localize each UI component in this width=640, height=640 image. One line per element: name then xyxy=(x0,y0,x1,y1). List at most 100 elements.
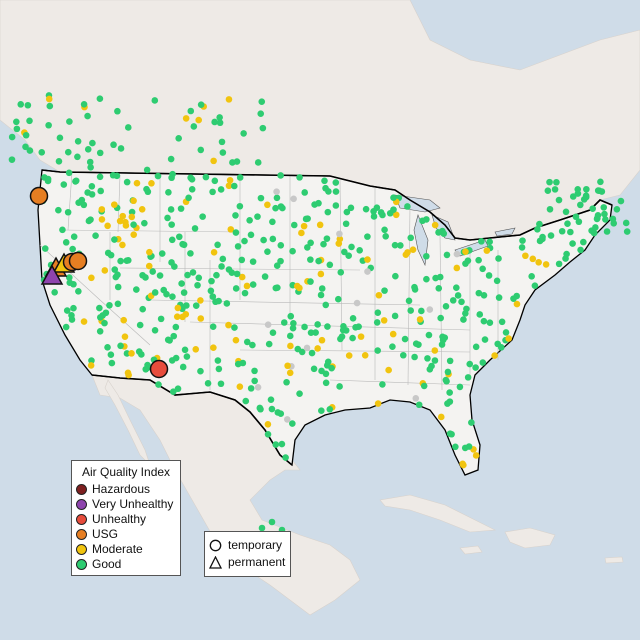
station-marker[interactable] xyxy=(265,340,273,348)
station-marker[interactable] xyxy=(374,347,381,354)
station-marker[interactable] xyxy=(481,336,489,343)
station-marker[interactable] xyxy=(389,330,397,338)
station-marker[interactable] xyxy=(301,323,308,331)
station-marker[interactable] xyxy=(172,354,180,362)
station-marker[interactable] xyxy=(531,282,539,289)
station-marker[interactable] xyxy=(236,202,244,210)
station-marker[interactable] xyxy=(453,250,461,258)
station-marker[interactable] xyxy=(577,246,584,254)
station-marker[interactable] xyxy=(216,119,224,127)
station-marker[interactable] xyxy=(195,116,202,124)
station-marker[interactable] xyxy=(377,209,385,216)
station-marker[interactable] xyxy=(307,256,314,263)
station-marker[interactable] xyxy=(332,179,340,186)
station-marker[interactable] xyxy=(101,267,109,274)
station-marker[interactable] xyxy=(404,203,411,210)
station-marker[interactable] xyxy=(458,298,465,306)
station-marker[interactable] xyxy=(8,156,16,163)
station-marker[interactable] xyxy=(349,334,356,342)
station-marker[interactable] xyxy=(294,345,302,353)
station-marker[interactable] xyxy=(191,225,199,232)
station-marker[interactable] xyxy=(475,256,482,264)
station-marker[interactable] xyxy=(208,277,215,285)
station-marker[interactable] xyxy=(475,289,483,297)
station-marker[interactable] xyxy=(135,348,143,355)
station-marker[interactable] xyxy=(151,97,159,104)
station-marker[interactable] xyxy=(412,340,420,348)
station-marker[interactable] xyxy=(117,145,125,152)
station-marker[interactable] xyxy=(308,349,316,357)
station-marker[interactable] xyxy=(472,452,480,459)
station-marker[interactable] xyxy=(283,378,290,386)
station-marker[interactable] xyxy=(597,178,604,186)
station-marker[interactable] xyxy=(574,190,582,197)
station-marker[interactable] xyxy=(269,329,277,337)
station-marker[interactable] xyxy=(66,118,73,125)
station-marker[interactable] xyxy=(277,203,285,210)
station-marker[interactable] xyxy=(38,149,46,156)
station-marker[interactable] xyxy=(62,239,70,246)
station-marker[interactable] xyxy=(443,251,451,259)
station-marker[interactable] xyxy=(209,188,216,196)
station-marker[interactable] xyxy=(185,194,192,202)
station-marker[interactable] xyxy=(195,274,203,282)
station-marker[interactable] xyxy=(437,314,444,322)
station-marker[interactable] xyxy=(423,275,430,283)
station-marker[interactable] xyxy=(446,357,454,365)
station-marker[interactable] xyxy=(233,270,241,278)
station-marker[interactable] xyxy=(114,300,122,308)
station-marker[interactable] xyxy=(426,306,434,313)
station-marker[interactable] xyxy=(111,236,118,243)
station-marker[interactable] xyxy=(144,364,151,372)
station-marker[interactable] xyxy=(431,357,439,364)
station-marker[interactable] xyxy=(478,238,485,245)
station-marker[interactable] xyxy=(389,343,396,351)
station-marker[interactable] xyxy=(590,229,598,237)
station-marker[interactable] xyxy=(381,226,388,234)
station-marker[interactable] xyxy=(622,219,630,227)
station-marker[interactable] xyxy=(197,367,204,375)
station-marker[interactable] xyxy=(411,283,418,291)
station-marker[interactable] xyxy=(407,307,414,314)
station-marker[interactable] xyxy=(454,292,462,299)
station-marker[interactable] xyxy=(298,229,305,237)
station-marker[interactable] xyxy=(259,124,267,132)
station-marker[interactable] xyxy=(374,309,382,317)
station-marker[interactable] xyxy=(92,232,99,239)
station-marker[interactable] xyxy=(179,313,186,321)
station-marker[interactable] xyxy=(130,221,137,228)
station-marker[interactable] xyxy=(375,291,383,299)
station-marker[interactable] xyxy=(379,381,386,388)
station-marker[interactable] xyxy=(286,332,294,340)
station-marker[interactable] xyxy=(569,240,576,247)
station-marker[interactable] xyxy=(110,141,117,149)
station-marker[interactable] xyxy=(62,323,70,331)
station-marker-large[interactable] xyxy=(29,186,49,206)
station-marker[interactable] xyxy=(479,265,486,273)
station-marker[interactable] xyxy=(254,383,262,391)
station-marker[interactable] xyxy=(381,287,388,294)
station-marker[interactable] xyxy=(238,273,246,281)
station-marker[interactable] xyxy=(345,252,352,260)
station-marker[interactable] xyxy=(491,352,498,359)
station-marker[interactable] xyxy=(572,213,580,221)
station-marker[interactable] xyxy=(442,303,450,310)
station-marker[interactable] xyxy=(114,283,122,291)
station-marker[interactable] xyxy=(167,155,175,163)
station-marker[interactable] xyxy=(338,333,346,340)
station-marker[interactable] xyxy=(216,114,223,121)
station-marker[interactable] xyxy=(332,202,340,209)
station-marker[interactable] xyxy=(407,234,415,242)
station-marker[interactable] xyxy=(199,213,206,220)
station-marker[interactable] xyxy=(328,364,335,372)
station-marker[interactable] xyxy=(154,172,162,180)
station-marker[interactable] xyxy=(157,315,165,323)
station-marker[interactable] xyxy=(551,186,559,193)
station-marker[interactable] xyxy=(405,297,413,305)
station-marker[interactable] xyxy=(268,405,276,413)
station-marker[interactable] xyxy=(209,323,217,330)
station-marker[interactable] xyxy=(133,179,141,187)
station-marker[interactable] xyxy=(322,370,330,378)
station-marker[interactable] xyxy=(322,184,329,192)
station-marker[interactable] xyxy=(148,179,155,187)
